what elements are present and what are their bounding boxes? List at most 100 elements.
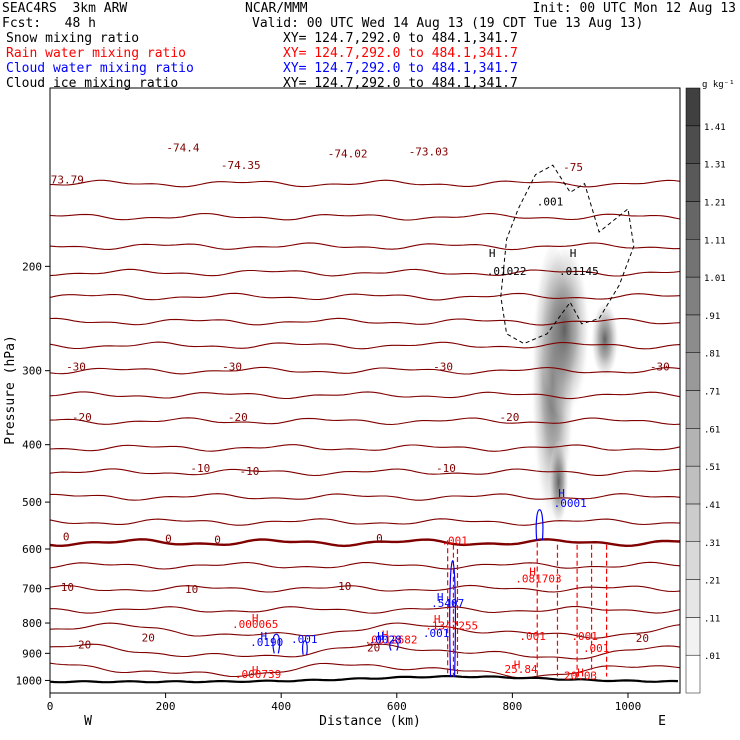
cloud-ice-contour bbox=[500, 164, 635, 345]
cloud-water-contour bbox=[272, 633, 281, 654]
forecast-hour: Fcst: 48 h bbox=[2, 16, 96, 31]
temperature-label: 10 bbox=[185, 583, 198, 596]
rain-label: H bbox=[252, 612, 259, 625]
cloud-water-label: .001 bbox=[291, 633, 318, 646]
y-tick-label: 400 bbox=[22, 439, 42, 452]
rain-label: .081703 bbox=[515, 572, 561, 585]
cloud-water-label: .0190 bbox=[250, 636, 283, 649]
temperature-contour bbox=[50, 622, 680, 639]
colorbar-level-label: .21 bbox=[704, 577, 720, 587]
temperature-contour bbox=[50, 212, 680, 221]
cloud-water-label: .0028 bbox=[369, 633, 402, 646]
temperature-label: 0 bbox=[63, 530, 70, 543]
colorbar-swatch bbox=[685, 352, 701, 391]
west-label: W bbox=[84, 714, 92, 729]
temperature-label: -30 bbox=[433, 361, 453, 374]
y-tick-label: 300 bbox=[22, 365, 42, 378]
colorbar-swatch bbox=[685, 541, 701, 580]
model-title: SEAC4RS 3km ARW bbox=[2, 1, 128, 16]
cloud-water-label: H bbox=[377, 630, 384, 643]
cloud-water-label: H bbox=[437, 591, 444, 604]
colorbar-unit-label: g kg⁻¹ bbox=[702, 80, 735, 90]
temperature-label: -10 bbox=[436, 462, 456, 475]
x-tick-label: 600 bbox=[387, 700, 407, 713]
colorbar-level-label: .01 bbox=[704, 652, 720, 662]
colorbar-level-label: .11 bbox=[704, 614, 720, 624]
temperature-contour bbox=[50, 662, 680, 679]
colorbar-swatch bbox=[685, 163, 701, 202]
temperature-contour bbox=[50, 366, 680, 375]
rain-label: .001 bbox=[583, 642, 610, 655]
colorbar-level-label: 1.11 bbox=[704, 236, 726, 246]
y-tick-label: 600 bbox=[22, 543, 42, 556]
temperature-label: -30 bbox=[66, 361, 86, 374]
temperature-label: 73.79 bbox=[51, 174, 84, 187]
colorbar-level-label: 1.21 bbox=[704, 198, 726, 208]
temperature-contour bbox=[50, 242, 680, 251]
temperature-contour bbox=[50, 468, 680, 477]
cloud-water-contour bbox=[449, 559, 456, 677]
colorbar-swatch bbox=[685, 125, 701, 164]
terrain-surface-line bbox=[50, 675, 679, 684]
temperature-label: -30 bbox=[222, 361, 242, 374]
temperature-contour bbox=[50, 417, 680, 426]
y-tick-label: 1000 bbox=[16, 674, 43, 687]
x-tick-label: 800 bbox=[502, 700, 522, 713]
field-name-snow: Snow mixing ratio bbox=[6, 31, 140, 46]
cloud-water-label: .5407 bbox=[431, 597, 464, 610]
cloud-water-contour bbox=[389, 639, 399, 651]
colorbar-swatch bbox=[685, 428, 701, 467]
temperature-contour bbox=[50, 179, 680, 188]
field-xy-snow: XY= 124.7,292.0 to 484.1,341.7 bbox=[283, 31, 518, 46]
temperature-label: 20 bbox=[367, 642, 380, 655]
snow-shading-blob bbox=[548, 441, 569, 532]
east-label: E bbox=[658, 714, 666, 729]
y-tick-label: 900 bbox=[22, 647, 42, 660]
rain-label: .001 bbox=[441, 535, 468, 548]
temperature-label: 10 bbox=[61, 581, 74, 594]
temperature-label: -75 bbox=[563, 161, 583, 174]
colorbar-swatch bbox=[685, 617, 701, 656]
x-tick-label: 400 bbox=[271, 700, 291, 713]
colorbar-swatch bbox=[685, 465, 701, 505]
init-time: Init: 00 UTC Mon 12 Aug 13 bbox=[532, 1, 737, 16]
field-name-cloud-ice: Cloud ice mixing ratio bbox=[6, 76, 179, 91]
temperature-contour bbox=[50, 341, 680, 350]
y-tick-label: 800 bbox=[22, 617, 42, 630]
colorbar-level-label: .71 bbox=[704, 388, 720, 398]
rain-label: .000065 bbox=[232, 618, 278, 631]
colorbar-level-label: .81 bbox=[704, 350, 720, 360]
field-xy-rain: XY= 124.7,292.0 to 484.1,341.7 bbox=[283, 46, 518, 61]
cloud-water-label: .0001 bbox=[554, 497, 587, 510]
temperature-label: -73.03 bbox=[409, 146, 449, 159]
rain-label: .0012682 bbox=[365, 633, 418, 646]
y-tick-label: 200 bbox=[22, 260, 42, 273]
colorbar-swatch bbox=[685, 239, 701, 278]
x-tick-label: 0 bbox=[47, 700, 54, 713]
temperature-label: 0 bbox=[214, 533, 221, 546]
temperature-label: -10 bbox=[239, 465, 259, 478]
x-axis-label: Distance (km) bbox=[319, 714, 421, 729]
colorbar-level-label: .51 bbox=[704, 463, 720, 473]
temperature-contour bbox=[50, 518, 680, 526]
temperature-label: -20 bbox=[228, 411, 248, 424]
center-label: NCAR/MMM bbox=[245, 1, 308, 16]
y-tick-label: 700 bbox=[22, 583, 42, 596]
rain-label: .001 bbox=[519, 630, 546, 643]
cloud-water-contour bbox=[301, 640, 308, 655]
colorbar-level-label: .41 bbox=[704, 501, 720, 511]
rain-label: .1347255 bbox=[425, 619, 478, 632]
colorbar-swatch bbox=[685, 654, 701, 694]
temperature-contour bbox=[50, 561, 680, 570]
y-tick-label: 500 bbox=[22, 496, 42, 509]
colorbar-level-label: 1.41 bbox=[704, 123, 726, 133]
temperature-label: 0 bbox=[376, 532, 383, 545]
snow-max-label: .01022 bbox=[487, 265, 527, 278]
snow-max-label: H bbox=[489, 247, 496, 260]
temperature-label: -74.35 bbox=[221, 159, 261, 172]
temperature-contour bbox=[50, 444, 680, 452]
temperature-contour bbox=[50, 493, 680, 501]
temperature-label: 10 bbox=[338, 580, 351, 593]
colorbar-level-label: 1.31 bbox=[704, 161, 726, 171]
